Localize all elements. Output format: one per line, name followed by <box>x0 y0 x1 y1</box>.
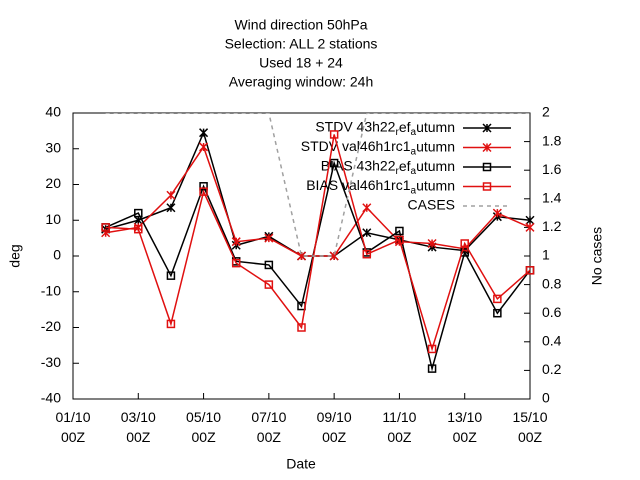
marker <box>525 222 535 232</box>
marker <box>427 364 437 373</box>
y2-tick-label: 1.8 <box>542 132 562 148</box>
y2-tick-label: 1.2 <box>542 218 562 234</box>
x-axis-label: Date <box>286 456 316 472</box>
x-tick-label: 05/10 00Z <box>186 409 221 445</box>
x-tick-label: 13/10 00Z <box>447 409 482 445</box>
marker <box>395 226 404 236</box>
marker <box>427 238 437 249</box>
y2-tick-label: 1 <box>542 247 550 263</box>
marker <box>264 280 274 289</box>
marker <box>395 235 404 245</box>
marker <box>482 182 492 191</box>
y-tick-label: 20 <box>45 175 61 191</box>
marker <box>134 208 143 218</box>
y2-tick-label: 2 <box>542 104 550 120</box>
marker <box>492 208 502 218</box>
y2-tick-label: 1.4 <box>542 190 562 206</box>
x-tick-label: 07/10 00Z <box>251 409 286 445</box>
marker <box>493 294 502 304</box>
series-line <box>105 145 530 257</box>
y2-tick-label: 0.4 <box>542 333 562 349</box>
marker <box>482 123 492 133</box>
legend-label: STDV 43h22refautumn <box>315 119 455 138</box>
marker <box>329 158 339 168</box>
y-tick-label: 0 <box>53 247 61 263</box>
x-tick-label: 11/10 00Z <box>382 409 416 445</box>
marker <box>493 308 502 318</box>
y2-tick-label: 0.6 <box>542 304 562 320</box>
marker <box>199 128 209 138</box>
chart-title: Wind direction 50hPa <box>234 17 367 33</box>
y-tick-label: -40 <box>41 390 61 406</box>
marker <box>460 239 469 248</box>
legend-label: BIAS 43h22refautumn <box>321 158 455 177</box>
legend-label: STDV val46h1rc1autumn <box>301 138 455 157</box>
legend-label: BIAS val46h1rc1autumn <box>306 177 455 196</box>
y-tick-label: -20 <box>41 318 61 334</box>
marker <box>297 323 306 332</box>
marker <box>427 344 437 354</box>
marker <box>101 228 111 238</box>
marker <box>264 233 274 243</box>
y-axis-label: deg <box>7 244 23 267</box>
x-tick-label: 15/10 00Z <box>512 409 547 445</box>
marker <box>362 228 372 238</box>
y-tick-label: -30 <box>41 354 61 370</box>
marker <box>525 215 535 225</box>
y-tick-label: 30 <box>45 139 61 155</box>
x-tick-label: 03/10 00Z <box>121 409 156 445</box>
marker <box>199 187 208 196</box>
marker <box>166 203 176 213</box>
marker <box>101 223 110 232</box>
marker <box>166 271 176 280</box>
x-tick-label: 09/10 00Z <box>317 409 352 445</box>
chart-title: Selection: ALL 2 stations <box>225 36 378 52</box>
y-tick-label: -10 <box>41 282 61 298</box>
y-tick-label: 40 <box>45 104 61 120</box>
series-line <box>105 134 530 352</box>
legend-label: CASES <box>408 197 455 213</box>
marker <box>362 203 372 213</box>
y2-tick-label: 0.8 <box>542 275 562 291</box>
marker <box>264 260 274 270</box>
marker <box>482 162 492 172</box>
y2-axis-label: No cases <box>589 227 605 285</box>
marker <box>231 258 241 268</box>
marker <box>362 249 372 259</box>
marker <box>231 237 241 247</box>
chart-title: Used 18 + 24 <box>259 55 343 71</box>
x-tick-label: 01/10 00Z <box>55 409 90 445</box>
y-tick-label: 10 <box>45 211 61 227</box>
marker <box>199 182 208 191</box>
marker <box>166 190 176 200</box>
y2-tick-label: 0 <box>542 390 550 406</box>
marker <box>525 266 535 275</box>
y2-tick-label: 0.2 <box>542 361 562 377</box>
marker <box>199 142 209 152</box>
marker <box>482 142 492 153</box>
marker <box>329 130 339 139</box>
chart-title: Averaging window: 24h <box>229 74 374 90</box>
y2-tick-label: 1.6 <box>542 161 562 177</box>
marker <box>134 224 143 234</box>
marker <box>166 319 176 329</box>
